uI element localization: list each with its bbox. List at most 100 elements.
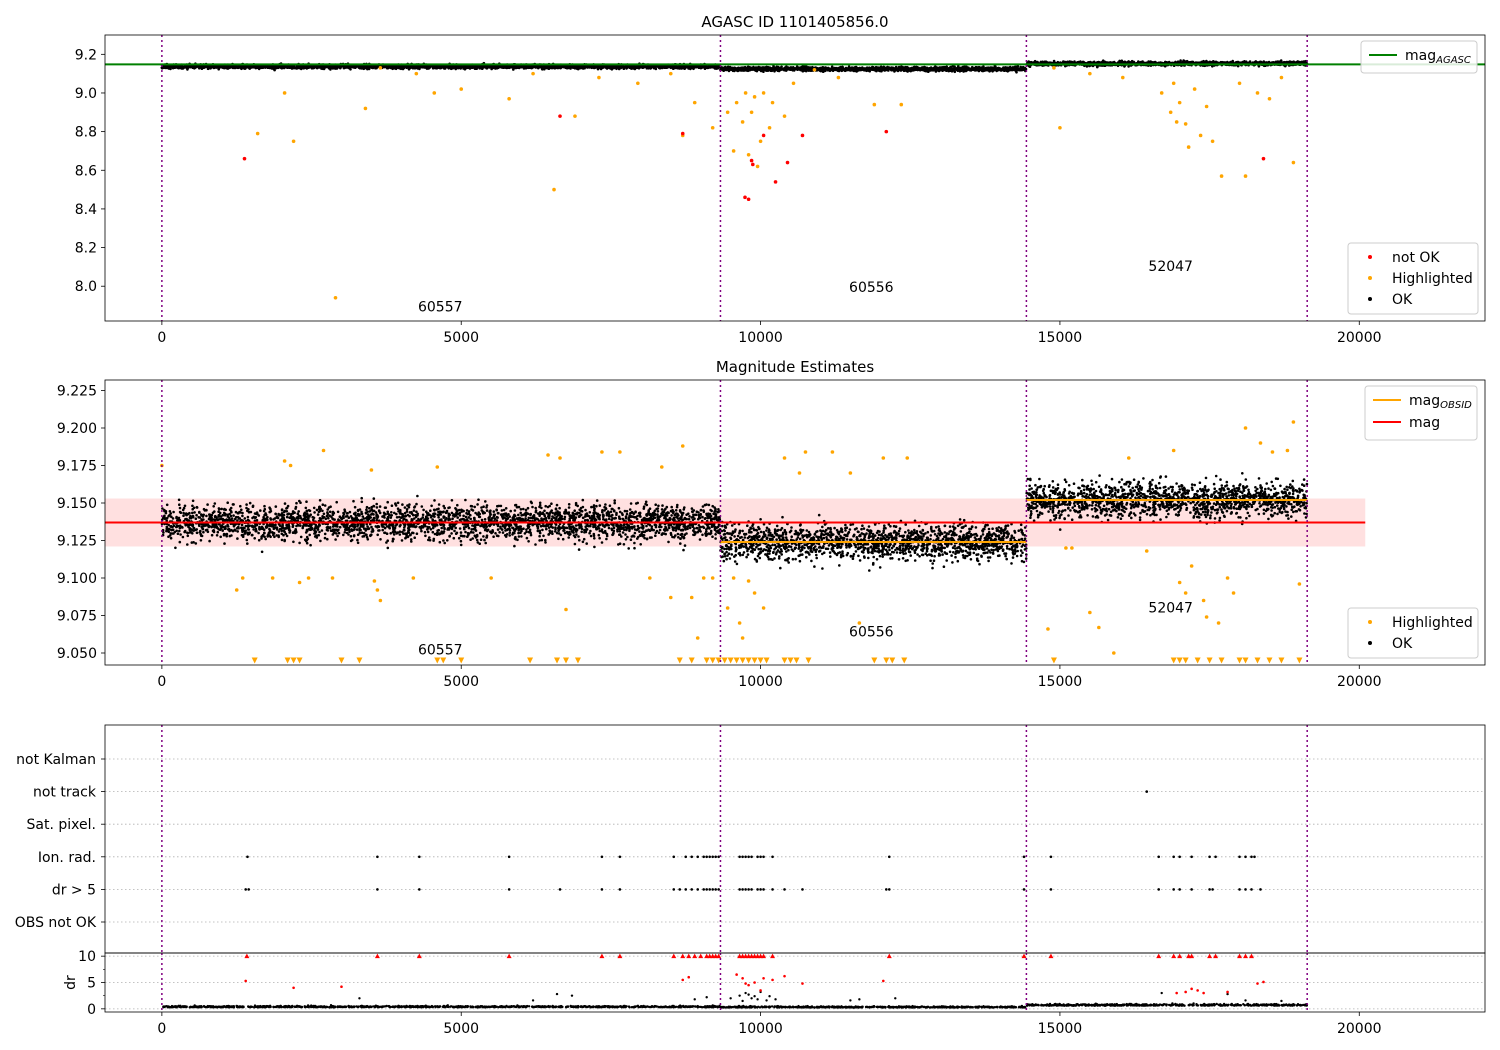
ok-point xyxy=(338,65,342,69)
ok-point xyxy=(874,67,877,71)
ok-point xyxy=(453,65,457,69)
ok-point xyxy=(826,67,829,71)
ok-point xyxy=(1024,67,1027,71)
ok-point xyxy=(927,70,930,73)
ok-point xyxy=(982,65,985,68)
ok-point xyxy=(660,65,664,68)
ok-point xyxy=(292,65,295,69)
ok-point xyxy=(459,66,462,70)
ok-point xyxy=(890,67,894,71)
ok-point xyxy=(644,65,647,68)
ok-point xyxy=(198,66,201,70)
ok-point xyxy=(784,68,788,71)
ok-point xyxy=(823,66,827,70)
ok-point xyxy=(638,65,641,68)
ok-point xyxy=(360,65,363,68)
ok-point xyxy=(738,67,742,71)
ok-point xyxy=(597,66,601,69)
ok-point xyxy=(419,65,423,68)
ok-point xyxy=(498,65,502,68)
ok-point xyxy=(541,68,544,71)
ok-point xyxy=(438,64,441,68)
ok-point xyxy=(1015,71,1018,74)
ok-point xyxy=(186,66,189,70)
ok-point xyxy=(519,65,522,69)
ok-point xyxy=(282,64,285,68)
ok-point xyxy=(688,65,691,68)
ok-point xyxy=(664,65,667,68)
ok-point xyxy=(995,69,998,73)
ok-point xyxy=(734,68,738,71)
ok-point xyxy=(1003,67,1006,70)
ok-point xyxy=(300,66,304,69)
ok-point xyxy=(759,68,762,71)
ok-point xyxy=(574,65,577,69)
ok-point xyxy=(909,67,912,71)
ok-point xyxy=(219,65,222,69)
ok-point xyxy=(348,65,351,68)
ok-point xyxy=(982,67,986,70)
ok-point xyxy=(375,65,378,68)
ok-point xyxy=(183,65,187,68)
ok-point xyxy=(781,68,785,71)
ok-point xyxy=(875,69,878,73)
ok-point xyxy=(332,64,336,68)
ok-point xyxy=(1010,68,1014,72)
ok-point xyxy=(870,66,874,70)
ok-point xyxy=(203,65,207,69)
ok-point xyxy=(997,67,1000,71)
ok-point xyxy=(952,68,955,71)
ok-point xyxy=(806,68,809,71)
ok-point xyxy=(623,65,626,69)
ok-point xyxy=(975,68,978,72)
ok-point xyxy=(898,67,902,71)
ok-point xyxy=(564,66,568,69)
ok-point xyxy=(443,65,446,69)
ok-point xyxy=(684,65,688,68)
ok-point xyxy=(938,66,941,69)
ok-point xyxy=(231,66,234,69)
ok-point xyxy=(820,67,823,70)
ok-point xyxy=(747,67,751,71)
ok-point xyxy=(862,68,866,72)
ok-point xyxy=(934,67,938,70)
plot-area xyxy=(105,35,1485,321)
ok-point xyxy=(909,69,912,73)
ok-point xyxy=(746,65,750,69)
ok-point xyxy=(733,69,736,73)
ok-point xyxy=(683,67,686,70)
ok-point xyxy=(776,69,780,72)
ok-point xyxy=(272,67,275,71)
ok-point xyxy=(755,67,758,70)
ok-point xyxy=(345,66,349,69)
ok-point xyxy=(422,65,425,69)
ok-point xyxy=(334,64,338,68)
ok-point xyxy=(511,64,515,68)
ok-point xyxy=(468,65,471,68)
ok-point xyxy=(297,66,300,70)
ok-point xyxy=(535,65,538,69)
ok-point xyxy=(566,66,570,70)
ok-point xyxy=(798,68,801,71)
ok-point xyxy=(581,67,585,70)
ok-point xyxy=(216,66,219,69)
ok-point xyxy=(778,67,782,70)
ok-point xyxy=(257,67,261,71)
ok-point xyxy=(594,65,597,69)
ok-point xyxy=(634,65,637,68)
ok-point xyxy=(887,67,891,71)
ok-point xyxy=(474,66,477,69)
ok-point xyxy=(743,65,747,69)
ok-point xyxy=(304,66,308,69)
ok-point xyxy=(944,68,948,71)
ok-point xyxy=(791,68,794,71)
ok-point xyxy=(803,66,806,70)
ok-point xyxy=(501,65,505,68)
ok-point xyxy=(399,64,402,68)
ok-point xyxy=(962,65,965,69)
ok-point xyxy=(471,65,475,68)
ok-point xyxy=(771,68,775,71)
ok-point xyxy=(465,65,469,68)
ok-point xyxy=(802,69,806,72)
ok-point xyxy=(628,65,631,68)
